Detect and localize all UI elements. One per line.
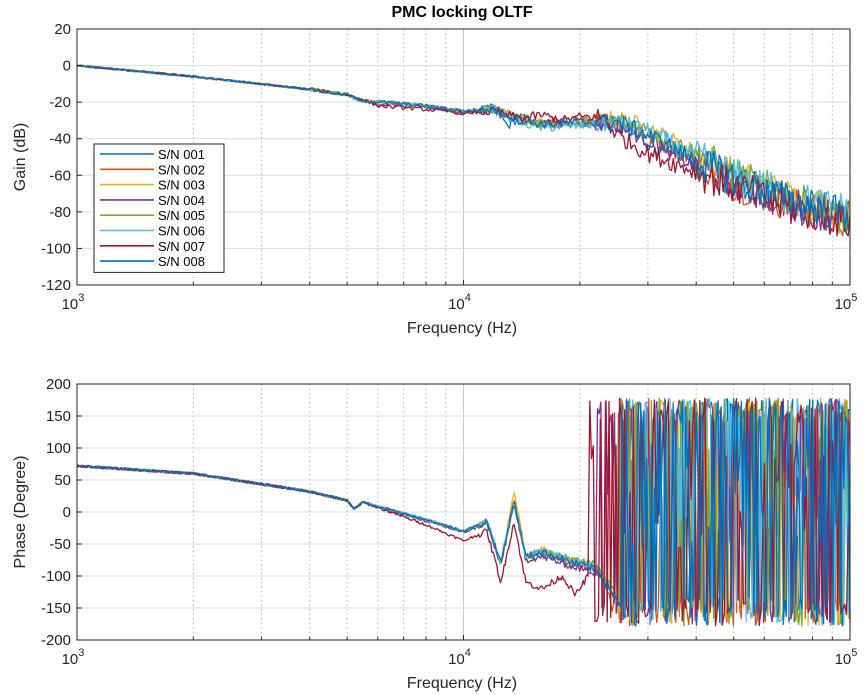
y-tick-label: -80: [49, 204, 71, 221]
legend-entry: S/N 002: [158, 162, 205, 177]
y-tick-label: 0: [63, 504, 71, 521]
y-tick-label: -60: [49, 167, 71, 184]
y-tick-label: 100: [46, 440, 71, 457]
legend-entry: S/N 003: [158, 178, 205, 193]
legend-entry: S/N 005: [158, 208, 205, 223]
legend-entry: S/N 007: [158, 239, 205, 254]
legend-entry: S/N 008: [158, 254, 205, 269]
y-tick-label: -50: [49, 536, 71, 553]
x-tick-label: 105: [835, 647, 858, 668]
y-tick-label: -100: [41, 240, 71, 257]
legend-box: [93, 143, 225, 273]
y-tick-label: -200: [41, 632, 71, 649]
phase-plot: 200 150 100 50 0 -50 -100 -150 -200 103 104 105 Fr…: [12, 376, 857, 692]
y-tick-label: 50: [54, 472, 71, 489]
gain-y-axis-label: Gain (dB): [12, 123, 29, 191]
y-tick-label: 20: [54, 21, 71, 38]
series-line-8: [76, 397, 851, 627]
x-tick-label: 104: [448, 292, 471, 313]
series-line-8: [76, 64, 851, 230]
y-tick-label: 200: [46, 376, 71, 393]
x-tick-label: 103: [62, 647, 85, 668]
y-tick-label: 0: [63, 58, 71, 75]
gain-grid: [77, 29, 850, 285]
gain-x-ticks: 103 104 105: [62, 280, 858, 313]
phase-series: [76, 397, 851, 627]
legend-entry: S/N 004: [158, 193, 205, 208]
y-tick-label: -150: [41, 600, 71, 617]
y-tick-label: -120: [41, 277, 71, 294]
x-tick-label: 105: [835, 292, 858, 313]
gain-y-ticks: 20 0 -20 -40 -60 -80 -100 -120: [41, 21, 82, 294]
chart-title: PMC locking OLTF: [391, 4, 532, 21]
y-tick-label: -40: [49, 131, 71, 148]
x-tick-label: 103: [62, 292, 85, 313]
y-tick-label: -100: [41, 568, 71, 585]
legend-entry: S/N 006: [158, 224, 205, 239]
gain-x-axis-label: Frequency (Hz): [407, 320, 517, 337]
phase-x-axis-label: Frequency (Hz): [407, 675, 517, 692]
y-tick-label: 150: [46, 408, 71, 425]
y-tick-label: -20: [49, 94, 71, 111]
phase-y-ticks: 200 150 100 50 0 -50 -100 -150 -200: [41, 376, 82, 649]
phase-x-ticks: 103 104 105: [62, 635, 858, 668]
gain-plot: 20 0 -20 -40 -60 -80 -100 -120 103 104 105 Freque…: [12, 21, 857, 337]
x-tick-label: 104: [448, 647, 471, 668]
phase-y-axis-label: Phase (Degree): [12, 456, 29, 569]
gain-series: [76, 64, 851, 237]
legend-entry: S/N 001: [158, 147, 205, 162]
